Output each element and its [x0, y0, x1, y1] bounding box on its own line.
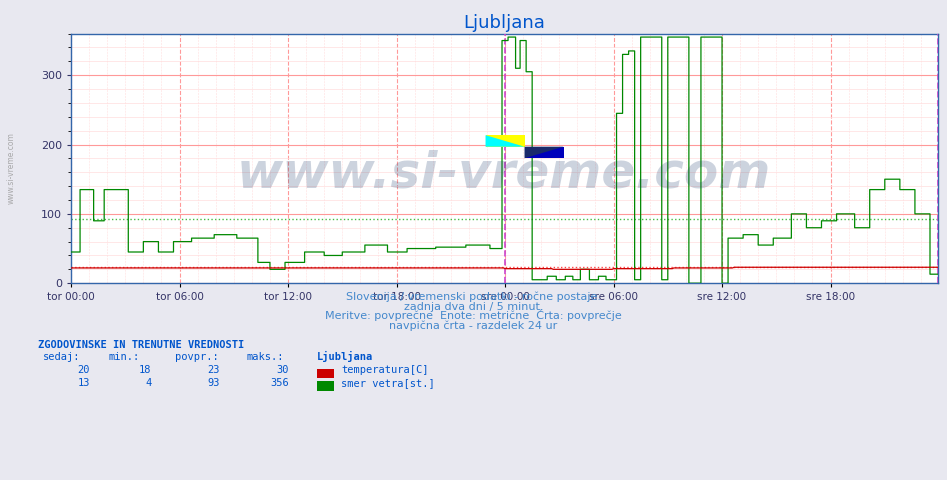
Title: Ljubljana: Ljubljana — [463, 14, 545, 32]
Text: www.si-vreme.com: www.si-vreme.com — [237, 149, 772, 197]
Text: min.:: min.: — [109, 352, 140, 362]
Text: www.si-vreme.com: www.si-vreme.com — [7, 132, 16, 204]
Text: Slovenija / vremenski podatki - ročne postaje.: Slovenija / vremenski podatki - ročne po… — [346, 291, 601, 302]
Bar — [525, 147, 563, 158]
Polygon shape — [486, 135, 525, 147]
Bar — [486, 135, 525, 147]
Text: maks.:: maks.: — [246, 352, 284, 362]
Text: 4: 4 — [145, 378, 152, 388]
Text: 93: 93 — [207, 378, 220, 388]
Text: Ljubljana: Ljubljana — [317, 351, 373, 362]
Text: 20: 20 — [78, 365, 90, 375]
Text: 356: 356 — [270, 378, 289, 388]
Text: povpr.:: povpr.: — [175, 352, 219, 362]
Text: navpična črta - razdelek 24 ur: navpična črta - razdelek 24 ur — [389, 320, 558, 331]
Text: temperatura[C]: temperatura[C] — [341, 365, 428, 375]
Text: 18: 18 — [139, 365, 152, 375]
Text: sedaj:: sedaj: — [43, 352, 80, 362]
Text: zadnja dva dni / 5 minut.: zadnja dva dni / 5 minut. — [403, 301, 544, 312]
Text: 30: 30 — [277, 365, 289, 375]
Text: Meritve: povprečne  Enote: metrične  Črta: povprečje: Meritve: povprečne Enote: metrične Črta:… — [325, 309, 622, 321]
Text: 13: 13 — [78, 378, 90, 388]
Text: 23: 23 — [207, 365, 220, 375]
Polygon shape — [525, 147, 563, 158]
Text: ZGODOVINSKE IN TRENUTNE VREDNOSTI: ZGODOVINSKE IN TRENUTNE VREDNOSTI — [38, 340, 244, 350]
Text: smer vetra[st.]: smer vetra[st.] — [341, 378, 435, 388]
